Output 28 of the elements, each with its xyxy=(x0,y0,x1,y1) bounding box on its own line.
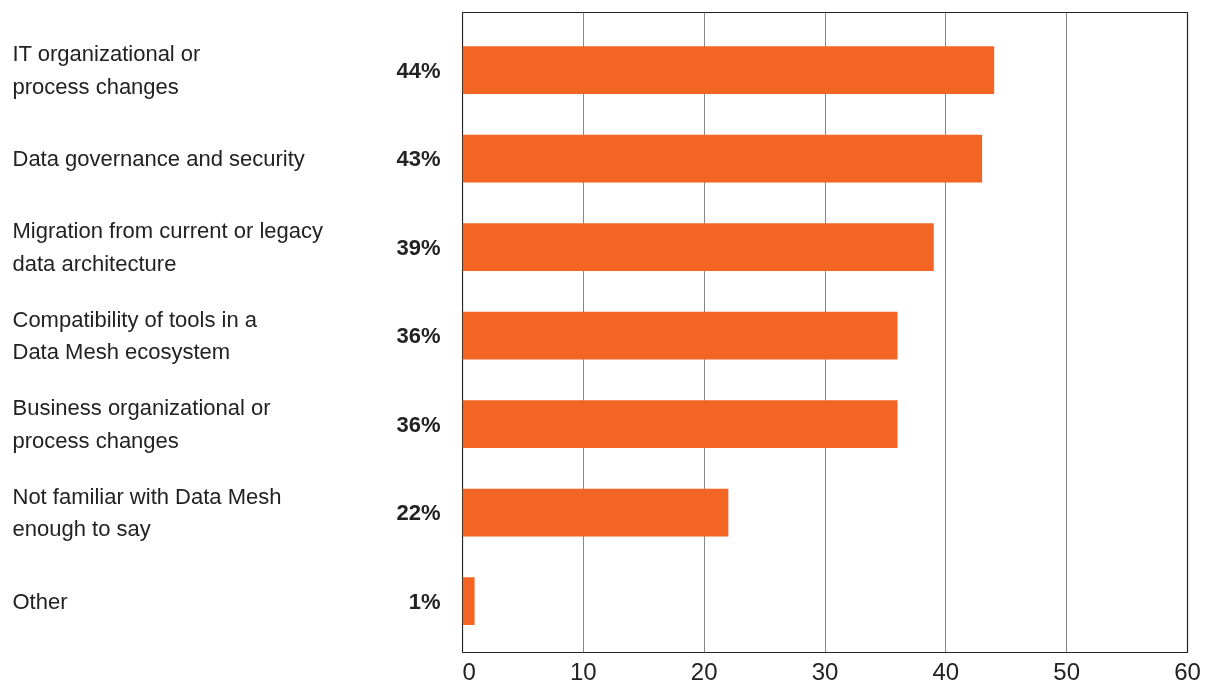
data-label: 1% xyxy=(408,588,441,614)
y-tick-label: Data governance and security xyxy=(12,146,305,172)
x-tick-label: 10 xyxy=(569,657,597,685)
data-label: 44% xyxy=(396,57,441,83)
y-tick-label: Business organizational or process changes xyxy=(12,395,271,453)
bar xyxy=(462,488,729,537)
bar xyxy=(462,577,475,626)
y-tick-label: Not familiar with Data Mesh enough to say xyxy=(12,483,282,542)
x-tick-label: 50 xyxy=(1053,657,1081,685)
data-label: 36% xyxy=(396,323,441,349)
data-label: 43% xyxy=(396,146,441,172)
y-tick-label: Migration from current or legacy data architecture xyxy=(12,218,324,276)
y-tick-label: Other xyxy=(12,588,68,614)
bar xyxy=(462,400,898,449)
x-tick-label: 30 xyxy=(811,657,839,685)
y-tick-label: Compatibility of tools in a Data Mesh ecosystem xyxy=(12,306,258,365)
data-label: 22% xyxy=(396,500,441,526)
y-tick-label: IT organizational or process changes xyxy=(12,41,201,99)
bar xyxy=(462,134,983,183)
x-tick-label: 0 xyxy=(462,657,476,685)
bar xyxy=(462,46,995,94)
bar xyxy=(462,311,898,360)
x-tick-label: 40 xyxy=(932,657,960,685)
bar xyxy=(462,223,934,271)
data-label: 39% xyxy=(396,234,441,260)
data-label: 36% xyxy=(396,411,441,437)
x-tick-label: 20 xyxy=(690,657,718,685)
x-tick-label: 60 xyxy=(1174,657,1201,685)
